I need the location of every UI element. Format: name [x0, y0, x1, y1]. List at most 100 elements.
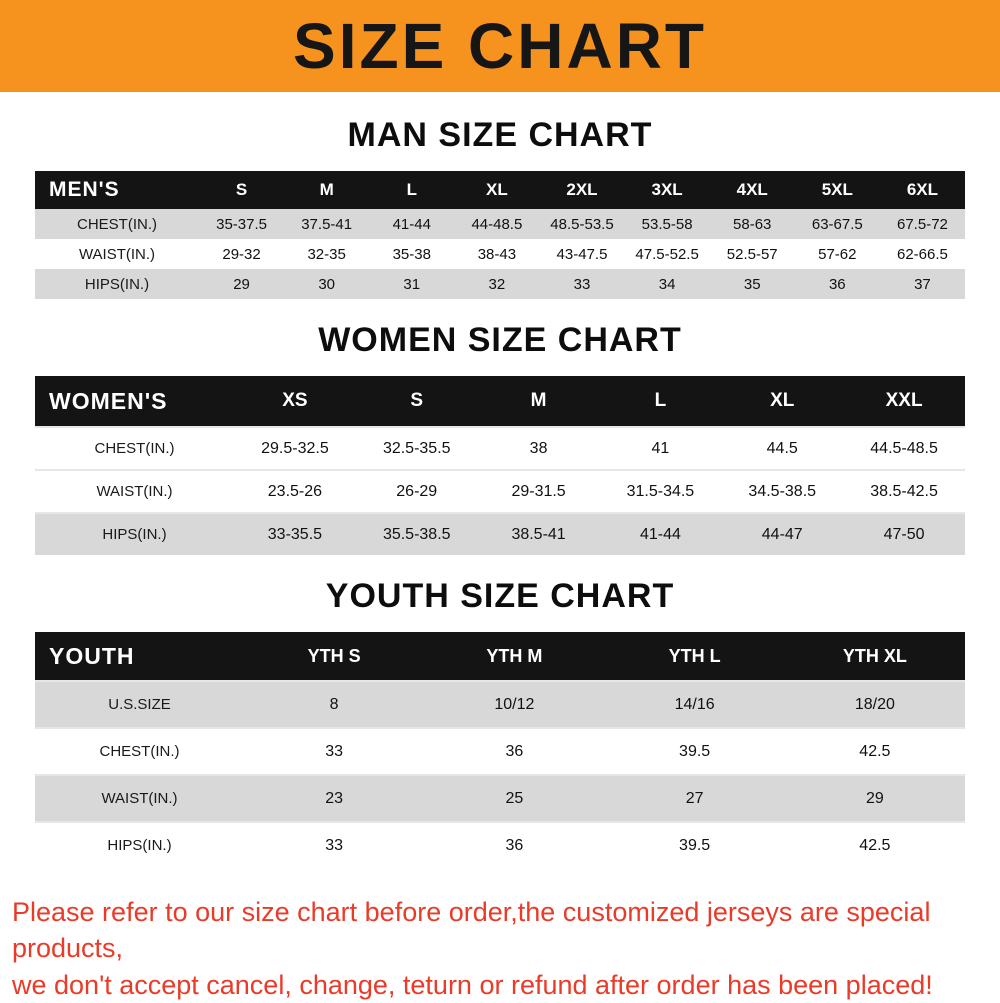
men-cell: 31	[369, 269, 455, 299]
youth-size-header: YTH L	[604, 632, 785, 681]
women-cell: 32.5-35.5	[355, 426, 478, 470]
footer-disclaimer-line1: Please refer to our size chart before or…	[12, 897, 931, 964]
youth-size-header: YTH S	[244, 632, 425, 681]
men-cell: 35	[709, 269, 795, 299]
youth-row-label: WAIST(IN.)	[35, 774, 244, 822]
women-size-header: S	[355, 376, 478, 427]
youth-cell: 8	[244, 680, 425, 728]
youth-table-row: U.S.SIZE 8 10/12 14/16 18/20	[35, 680, 965, 728]
youth-cell: 39.5	[604, 821, 785, 868]
women-table-title: WOMEN'S	[35, 376, 234, 427]
men-row-label: HIPS(IN.)	[35, 269, 199, 299]
women-cell: 41	[599, 426, 722, 470]
men-cell: 37	[879, 269, 965, 299]
youth-cell: 14/16	[604, 680, 785, 728]
youth-cell: 23	[244, 774, 425, 822]
women-cell: 26-29	[355, 469, 478, 513]
women-size-header: XS	[234, 376, 356, 427]
men-cell: 57-62	[794, 239, 880, 269]
youth-table-row: CHEST(IN.) 33 36 39.5 42.5	[35, 727, 965, 775]
women-table-row: WAIST(IN.) 23.5-26 26-29 29-31.5 31.5-34.5 34…	[35, 469, 965, 513]
women-size-header: L	[599, 376, 722, 427]
men-cell: 37.5-41	[284, 209, 370, 239]
men-table-row: WAIST(IN.) 29-32 32-35 35-38 38-43 43-47.5 47.…	[35, 239, 965, 269]
youth-row-label: HIPS(IN.)	[35, 821, 244, 868]
men-cell: 48.5-53.5	[539, 209, 625, 239]
men-size-header: L	[369, 171, 455, 209]
women-cell: 29-31.5	[477, 469, 600, 513]
men-section-heading: MAN SIZE CHART	[347, 116, 653, 154]
men-cell: 29-32	[199, 239, 285, 269]
footer-disclaimer: Please refer to our size chart before or…	[12, 894, 1000, 1003]
men-size-header: 5XL	[794, 171, 880, 209]
men-size-header: 6XL	[879, 171, 965, 209]
men-cell: 44-48.5	[454, 209, 540, 239]
women-cell: 33-35.5	[234, 512, 356, 555]
youth-cell: 42.5	[784, 821, 965, 868]
men-table-row: CHEST(IN.) 35-37.5 37.5-41 41-44 44-48.5 48.5…	[35, 209, 965, 239]
women-row-label: WAIST(IN.)	[35, 469, 234, 513]
youth-table-row: HIPS(IN.) 33 36 39.5 42.5	[35, 821, 965, 868]
women-table-row: CHEST(IN.) 29.5-32.5 32.5-35.5 38 41 44.5 44.5…	[35, 426, 965, 470]
men-cell: 58-63	[709, 209, 795, 239]
youth-cell: 25	[424, 774, 605, 822]
women-cell: 47-50	[843, 512, 965, 555]
men-table-title: MEN'S	[35, 171, 199, 209]
youth-row-label: CHEST(IN.)	[35, 727, 244, 775]
men-cell: 33	[539, 269, 625, 299]
men-cell: 35-37.5	[199, 209, 285, 239]
men-cell: 35-38	[369, 239, 455, 269]
men-cell: 30	[284, 269, 370, 299]
banner-title: SIZE CHART	[293, 10, 707, 82]
men-cell: 32-35	[284, 239, 370, 269]
women-size-table: WOMEN'S XS S M L XL XXL CHEST(IN.) 29.5-32.5 32.5…	[35, 376, 965, 555]
youth-cell: 36	[424, 821, 605, 868]
men-cell: 67.5-72	[879, 209, 965, 239]
youth-cell: 42.5	[784, 727, 965, 775]
men-cell: 36	[794, 269, 880, 299]
youth-size-header: YTH XL	[784, 632, 965, 681]
men-cell: 43-47.5	[539, 239, 625, 269]
men-table-row: HIPS(IN.) 29 30 31 32 33 34 35 36 37	[35, 269, 965, 299]
men-size-table: MEN'S S M L XL 2XL 3XL 4XL 5XL 6XL CHEST(IN.) 35-37…	[35, 171, 965, 299]
women-cell: 44.5-48.5	[843, 426, 965, 470]
women-cell: 31.5-34.5	[599, 469, 722, 513]
women-cell: 38	[477, 426, 600, 470]
youth-cell: 39.5	[604, 727, 785, 775]
women-size-header: M	[477, 376, 600, 427]
women-cell: 41-44	[599, 512, 722, 555]
youth-cell: 10/12	[424, 680, 605, 728]
men-size-header: 4XL	[709, 171, 795, 209]
men-size-header: 3XL	[624, 171, 710, 209]
men-cell: 52.5-57	[709, 239, 795, 269]
women-cell: 44.5	[721, 426, 844, 470]
women-row-label: HIPS(IN.)	[35, 512, 234, 555]
men-cell: 29	[199, 269, 285, 299]
youth-size-header: YTH M	[424, 632, 605, 681]
men-row-label: CHEST(IN.)	[35, 209, 199, 239]
men-cell: 47.5-52.5	[624, 239, 710, 269]
youth-cell: 36	[424, 727, 605, 775]
women-table-row: HIPS(IN.) 33-35.5 35.5-38.5 38.5-41 41-44 44-…	[35, 512, 965, 555]
youth-table-row: WAIST(IN.) 23 25 27 29	[35, 774, 965, 822]
men-cell: 41-44	[369, 209, 455, 239]
men-size-header: 2XL	[539, 171, 625, 209]
men-cell: 63-67.5	[794, 209, 880, 239]
men-size-header: S	[199, 171, 285, 209]
size-chart-banner: SIZE CHART	[0, 0, 1000, 92]
men-cell: 32	[454, 269, 540, 299]
youth-cell: 33	[244, 821, 425, 868]
women-cell: 34.5-38.5	[721, 469, 844, 513]
women-cell: 44-47	[721, 512, 844, 555]
youth-row-label: U.S.SIZE	[35, 680, 244, 728]
women-cell: 35.5-38.5	[355, 512, 478, 555]
youth-section-heading: YOUTH SIZE CHART	[325, 577, 675, 615]
youth-table-title: YOUTH	[35, 632, 244, 681]
men-cell: 62-66.5	[879, 239, 965, 269]
women-size-header: XL	[721, 376, 844, 427]
men-size-header: XL	[454, 171, 540, 209]
youth-size-table: YOUTH YTH S YTH M YTH L YTH XL U.S.SIZE 8 10/12…	[35, 632, 965, 868]
youth-cell: 27	[604, 774, 785, 822]
women-cell: 23.5-26	[234, 469, 356, 513]
footer-disclaimer-line2: we don't accept cancel, change, teturn o…	[12, 969, 933, 1000]
